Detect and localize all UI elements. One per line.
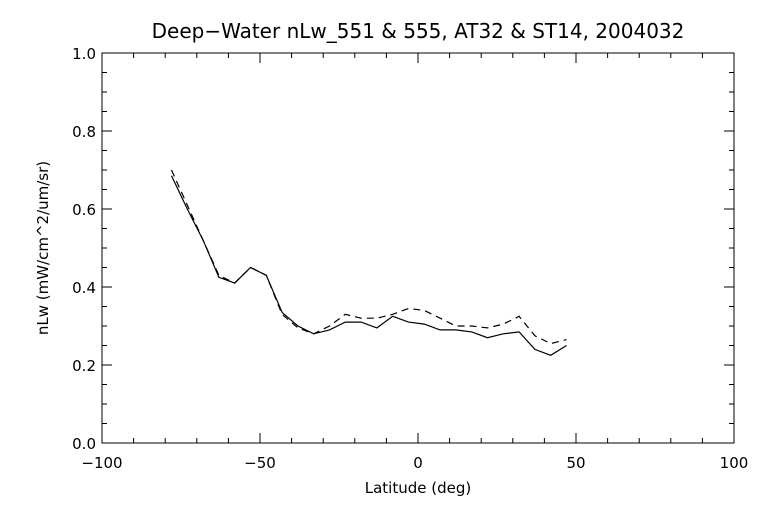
series-lines	[170, 169, 567, 356]
chart-title: Deep−Water nLw_551 & 555, AT32 & ST14, 2…	[152, 19, 685, 43]
y-tick-label: 0.2	[72, 357, 96, 375]
x-tick-label: −100	[81, 454, 122, 472]
y-tick-label: 0.6	[72, 201, 96, 219]
series-line-dashed	[170, 169, 567, 345]
axis-ticks: −100 −50 0 50 100 0.0 0.2 0.4 0.6 0.8 1.0	[72, 45, 748, 472]
y-tick-label: 0.4	[72, 279, 96, 297]
x-tick-label: 0	[413, 454, 423, 472]
x-tick-label: 50	[566, 454, 585, 472]
plot-frame	[101, 52, 735, 444]
y-tick-label: 1.0	[72, 45, 96, 63]
y-tick-label: 0.0	[72, 435, 96, 453]
series-line-solid	[170, 175, 567, 356]
y-axis-label: nLw (mW/cm^2/um/sr)	[34, 161, 52, 335]
x-tick-label: 100	[720, 454, 749, 472]
x-tick-label: −50	[244, 454, 276, 472]
x-axis-label: Latitude (deg)	[365, 479, 471, 497]
y-tick-label: 0.8	[72, 123, 96, 141]
